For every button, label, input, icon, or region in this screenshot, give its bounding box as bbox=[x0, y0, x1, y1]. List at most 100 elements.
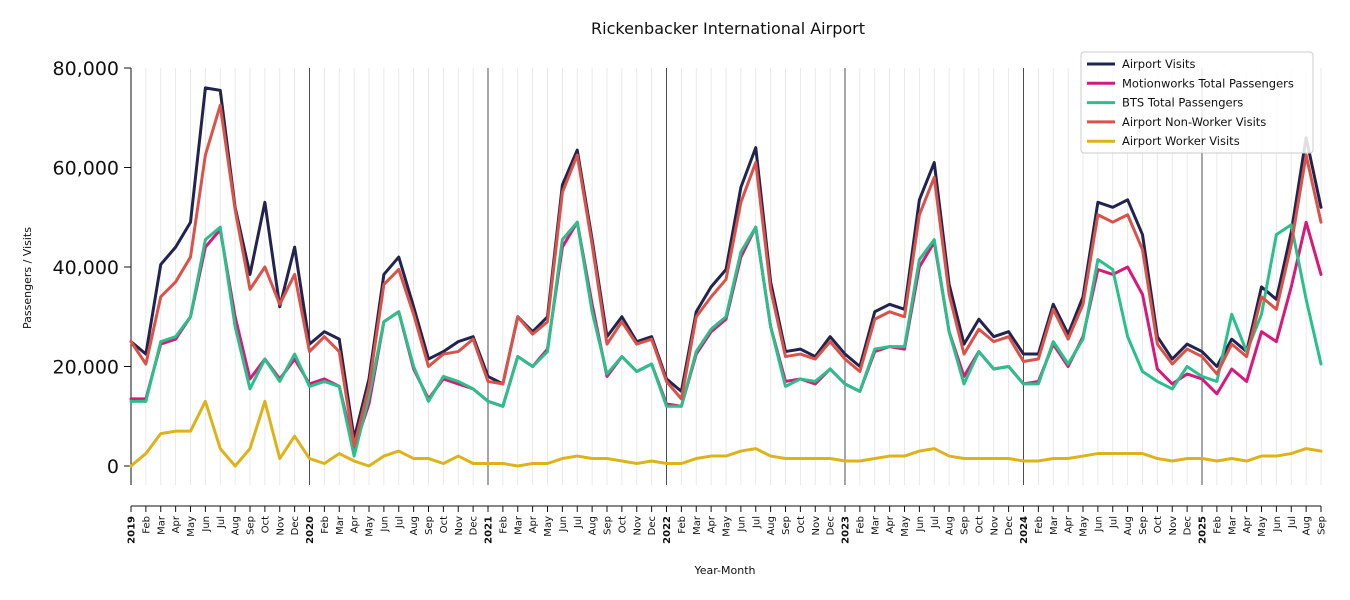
y-axis-label: Passengers / Visits bbox=[21, 227, 34, 329]
x-tick-label-month: Jul bbox=[930, 516, 941, 529]
x-tick-label-month: Mar bbox=[1227, 515, 1238, 535]
x-tick-label-month: Aug bbox=[1302, 516, 1313, 536]
x-tick-label-month: Jul bbox=[1108, 516, 1119, 529]
x-tick-label-year: 2019 bbox=[127, 516, 138, 544]
y-tick-label: 0 bbox=[107, 456, 119, 478]
x-tick-label-month: Nov bbox=[989, 516, 1000, 536]
x-tick-label-month: May bbox=[543, 516, 554, 537]
x-tick-label-month: Nov bbox=[632, 516, 643, 536]
x-tick-label-month: Mar bbox=[156, 515, 167, 535]
x-tick-label-month: Feb bbox=[320, 516, 331, 534]
x-tick-label-month: May bbox=[365, 516, 376, 537]
x-tick-label-month: Apr bbox=[885, 515, 896, 533]
x-tick-label-month: Apr bbox=[707, 515, 718, 533]
x-tick-label-month: Jun bbox=[379, 516, 390, 533]
x-tick-label-month: Apr bbox=[171, 515, 182, 533]
x-tick-label-month: Jul bbox=[216, 516, 227, 529]
grid-lines bbox=[130, 68, 1322, 485]
x-tick-label-month: Jun bbox=[736, 516, 747, 533]
x-tick-label-month: Apr bbox=[1064, 515, 1075, 533]
x-tick-label-month: Aug bbox=[945, 516, 956, 536]
chart-title: Rickenbacker International Airport bbox=[591, 19, 865, 38]
x-tick-label-month: Mar bbox=[513, 515, 524, 535]
y-tick-label: 40,000 bbox=[53, 257, 119, 279]
x-tick-label-month: Sep bbox=[1138, 516, 1149, 535]
x-tick-label-month: Feb bbox=[498, 516, 509, 534]
x-tick-label-year: 2021 bbox=[484, 516, 495, 544]
y-tick-label: 80,000 bbox=[53, 58, 119, 80]
x-tick-label-month: Oct bbox=[439, 516, 450, 533]
legend-entry: Motionworks Total Passengers bbox=[1122, 76, 1294, 90]
x-tick-label-month: Dec bbox=[647, 516, 658, 535]
series-line-airport-worker-visits bbox=[129, 399, 1323, 468]
x-tick-label-month: Nov bbox=[1168, 516, 1179, 536]
legend: Airport Visits Motionworks Total Passenge… bbox=[1080, 51, 1314, 154]
x-tick-label-month: Jul bbox=[573, 516, 584, 529]
x-tick-label-month: May bbox=[722, 516, 733, 537]
x-tick-label-month: Feb bbox=[855, 516, 866, 534]
x-tick-label-month: Dec bbox=[1183, 516, 1194, 535]
x-tick-label-month: Oct bbox=[617, 516, 628, 533]
x-tick-label-month: Jul bbox=[751, 516, 762, 529]
x-tick-label-year: 2025 bbox=[1198, 516, 1209, 544]
x-tick-label-month: Sep bbox=[781, 516, 792, 535]
x-tick-label-month: Nov bbox=[811, 516, 822, 536]
legend-entry: Airport Non-Worker Visits bbox=[1122, 115, 1266, 129]
x-tick-label-month: Sep bbox=[1317, 516, 1328, 535]
x-tick-label-month: Jun bbox=[915, 516, 926, 533]
x-tick-label-month: Aug bbox=[588, 516, 599, 536]
x-tick-label-month: Dec bbox=[1004, 516, 1015, 535]
x-tick-label-month: May bbox=[186, 516, 197, 537]
x-tick-label-month: Apr bbox=[528, 515, 539, 533]
x-tick-label-month: Sep bbox=[424, 516, 435, 535]
x-tick-label-month: Dec bbox=[826, 516, 837, 535]
x-tick-label-month: Mar bbox=[870, 515, 881, 535]
x-tick-label-month: Jul bbox=[394, 516, 405, 529]
legend-box bbox=[1080, 51, 1314, 154]
x-tick-label-month: May bbox=[900, 516, 911, 537]
x-tick-label-month: Jul bbox=[1287, 516, 1298, 529]
x-tick-label-month: Oct bbox=[974, 516, 985, 533]
x-tick-label-month: Oct bbox=[260, 516, 271, 533]
x-tick-label-year: 2022 bbox=[662, 516, 673, 544]
x-tick-label-month: Dec bbox=[290, 516, 301, 535]
series-line-airport-non-worker-visits bbox=[129, 103, 1323, 448]
x-tick-label-month: Sep bbox=[603, 516, 614, 535]
x-tick-label-month: Aug bbox=[231, 516, 242, 536]
x-tick-label-year: 2023 bbox=[841, 516, 852, 544]
x-tick-label-month: Nov bbox=[275, 516, 286, 536]
x-tick-label-month: Sep bbox=[246, 516, 257, 535]
x-tick-label-month: Aug bbox=[1123, 516, 1134, 536]
x-tick-label-month: Sep bbox=[960, 516, 971, 535]
x-tick-label-month: Apr bbox=[1242, 515, 1253, 533]
series-line-airport-visits bbox=[129, 86, 1323, 441]
y-tick-label: 20,000 bbox=[53, 357, 119, 379]
x-tick-label-month: Mar bbox=[1049, 515, 1060, 535]
x-tick-label-month: Jun bbox=[558, 516, 569, 533]
x-tick-label-month: Jun bbox=[1093, 516, 1104, 533]
x-tick-label-month: Feb bbox=[141, 516, 152, 534]
x-tick-label-month: May bbox=[1079, 516, 1090, 537]
x-tick-label-month: Aug bbox=[409, 516, 420, 536]
legend-entry: Airport Visits bbox=[1122, 57, 1196, 71]
x-tick-label-year: 2020 bbox=[305, 516, 316, 544]
x-tick-label-month: Jun bbox=[201, 516, 212, 533]
series-lines bbox=[129, 86, 1323, 468]
x-axis: 2019 Feb Mar Apr May Jun Jul Aug Sep Oct Nov Dec 202… bbox=[127, 505, 1328, 544]
legend-entry: BTS Total Passengers bbox=[1122, 96, 1243, 110]
x-tick-label-month: Aug bbox=[766, 516, 777, 536]
x-tick-label-month: Oct bbox=[1153, 516, 1164, 533]
x-tick-label-month: Nov bbox=[454, 516, 465, 536]
x-tick-label-month: May bbox=[1257, 516, 1268, 537]
y-axis: 0 20,000 40,000 60,000 80,000 bbox=[53, 58, 132, 485]
x-tick-label-month: Feb bbox=[1034, 516, 1045, 534]
x-tick-label-month: Feb bbox=[1212, 516, 1223, 534]
y-tick-label: 60,000 bbox=[53, 158, 119, 180]
x-tick-label-month: Dec bbox=[469, 516, 480, 535]
legend-entry: Airport Worker Visits bbox=[1122, 134, 1240, 148]
series-line-motionworks-total-passengers bbox=[129, 220, 1323, 451]
x-axis-label: Year-Month bbox=[693, 564, 755, 577]
x-tick-label-month: Oct bbox=[796, 516, 807, 533]
x-tick-label-year: 2024 bbox=[1019, 516, 1030, 544]
x-tick-label-month: Apr bbox=[350, 515, 361, 533]
